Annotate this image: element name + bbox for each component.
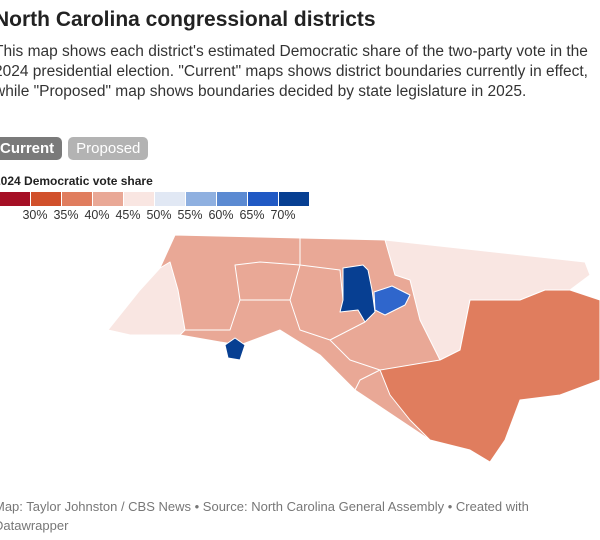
district-raleigh[interactable] <box>339 264 376 323</box>
legend-swatch <box>0 192 30 206</box>
district-durham[interactable] <box>373 285 411 316</box>
legend-label: 50% <box>146 208 172 222</box>
proposed-button[interactable]: Proposed <box>68 137 149 160</box>
district-east[interactable] <box>379 289 600 463</box>
legend-label: 60% <box>208 208 234 222</box>
legend-color-scale <box>0 192 309 206</box>
legend-swatch <box>155 192 185 206</box>
legend-swatch <box>217 192 247 206</box>
legend-label: 45% <box>115 208 141 222</box>
legend-swatch <box>279 192 309 206</box>
legend-label: 65% <box>239 208 265 222</box>
legend-label: 40% <box>84 208 110 222</box>
legend-label: 35% <box>53 208 79 222</box>
footer-credits: Map: Taylor Johnston / CBS News • Source… <box>0 499 529 533</box>
legend-swatch <box>124 192 154 206</box>
district-borders <box>185 238 381 391</box>
map-toggle: Current Proposed <box>0 137 149 160</box>
legend-swatch <box>186 192 216 206</box>
district-west[interactable] <box>107 261 186 336</box>
current-button[interactable]: Current <box>0 137 63 160</box>
description: This map shows each district's estimated… <box>0 43 588 100</box>
nc-district-map <box>107 234 600 463</box>
legend-swatch <box>31 192 61 206</box>
legend-title: 2024 Democratic vote share <box>0 174 153 188</box>
page-title: North Carolina congressional districts <box>0 8 376 31</box>
legend-label: 55% <box>177 208 203 222</box>
district-charlotte[interactable] <box>224 337 246 361</box>
legend-swatch <box>248 192 278 206</box>
legend-swatch <box>62 192 92 206</box>
legend-swatch <box>93 192 123 206</box>
legend-label: 70% <box>270 208 296 222</box>
legend-label: 30% <box>22 208 48 222</box>
